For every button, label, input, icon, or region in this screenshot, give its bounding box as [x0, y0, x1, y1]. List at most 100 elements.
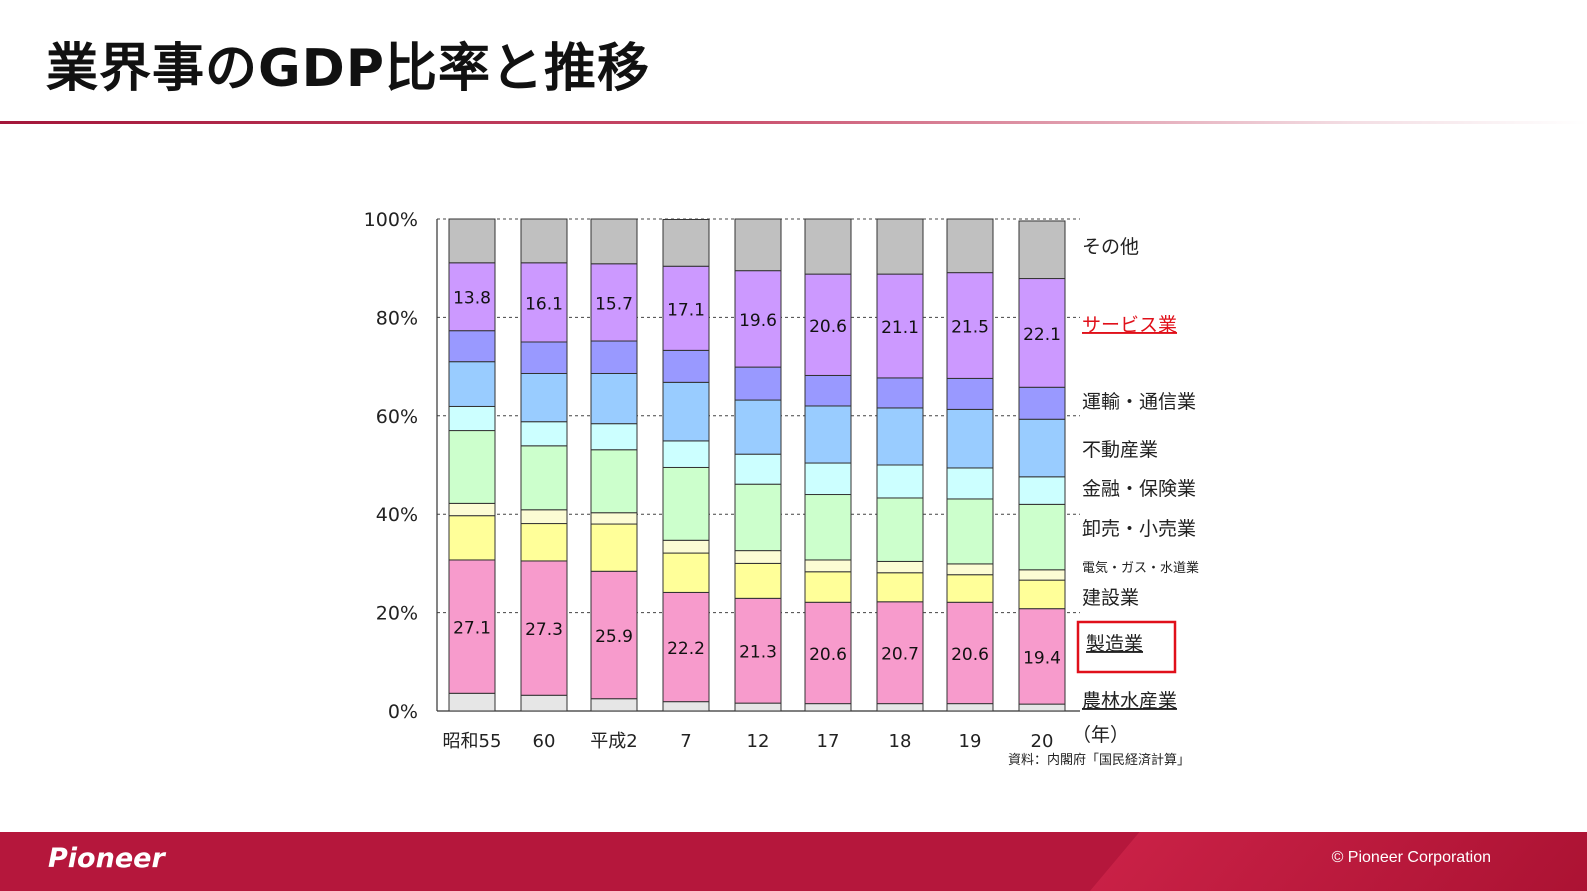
slide-title: 業界事のGDP比率と推移: [46, 39, 650, 99]
bar-segment: [662, 701, 710, 712]
bar-segment: [448, 218, 496, 264]
bar-segment: [1018, 386, 1066, 420]
bar-segment: [662, 539, 710, 554]
bar-segment: [520, 523, 568, 562]
bar-segment: [520, 218, 568, 264]
bar-segment: [804, 703, 852, 712]
data-label: 22.2: [667, 639, 705, 659]
data-label: 27.1: [453, 619, 491, 639]
bar-segment: [946, 563, 994, 576]
x-axis-unit: （年）: [1072, 724, 1129, 746]
bar-segment: [734, 550, 782, 564]
y-tick-label: 60%: [376, 406, 418, 428]
bar-segment: [946, 218, 994, 274]
x-tick-label: 19: [959, 731, 982, 752]
x-tick-label: 18: [889, 731, 912, 752]
bar-segment: [520, 694, 568, 712]
bar-segment: [1018, 278, 1066, 388]
bar-segment: [662, 381, 710, 442]
data-label: 22.1: [1023, 325, 1061, 345]
bar-segment: [804, 405, 852, 464]
x-tick-label: 12: [747, 731, 770, 752]
data-label: 19.6: [739, 311, 777, 331]
title-rule: [0, 121, 1587, 124]
bar-segment: [804, 601, 852, 705]
bar-segment: [662, 265, 710, 351]
copyright-text: © Pioneer Corporation: [1331, 849, 1491, 866]
bar-segment: [876, 464, 924, 499]
bar-segment: [590, 263, 638, 342]
bar-segment: [946, 601, 994, 705]
bar-segment: [1018, 220, 1066, 280]
bar-segment: [946, 703, 994, 712]
bar-segment: [520, 372, 568, 423]
data-label: 20.6: [809, 645, 847, 665]
bar-segment: [734, 562, 782, 599]
bar-segment: [876, 377, 924, 409]
y-tick-label: 20%: [376, 603, 418, 625]
legend-label: 運輸・通信業: [1082, 391, 1196, 413]
bar-segment: [590, 449, 638, 514]
bar-segment: [804, 571, 852, 603]
bar-segment: [876, 601, 924, 705]
bar-segment: [662, 349, 710, 383]
bar-segment: [734, 366, 782, 401]
legend-label: 農林水産業: [1082, 690, 1177, 712]
x-tick-label: 昭和55: [443, 731, 502, 752]
bar-segment: [448, 559, 496, 694]
bar-segment: [590, 523, 638, 572]
bar-segment: [662, 552, 710, 593]
bar-segment: [946, 498, 994, 565]
bar-segment: [804, 218, 852, 275]
bar-segment: [804, 494, 852, 561]
bar-segment: [448, 405, 496, 432]
bar-segment: [734, 483, 782, 552]
data-label: 19.4: [1023, 648, 1061, 668]
bar-segment: [590, 570, 638, 700]
bar-segment: [1018, 608, 1066, 705]
bar-segment: [448, 330, 496, 363]
bar-segment: [590, 423, 638, 451]
pioneer-logo: Pioneer: [48, 843, 165, 874]
bar-segment: [448, 515, 496, 561]
legend-label: 製造業: [1086, 633, 1143, 655]
bar-segment: [1018, 569, 1066, 581]
bar-segment: [1018, 476, 1066, 505]
bar-segment: [804, 273, 852, 376]
source-note: 資料：内閣府「国民経済計算」: [1008, 752, 1190, 768]
bar-segment: [662, 466, 710, 541]
bar-segment: [946, 467, 994, 500]
y-tick-label: 40%: [376, 504, 418, 526]
bar-segment: [946, 272, 994, 379]
bar-segment: [590, 340, 638, 374]
bar-segment: [876, 497, 924, 562]
y-tick-label: 0%: [388, 701, 418, 723]
bar-segment: [734, 453, 782, 485]
bar-segment: [590, 372, 638, 425]
bar-segment: [662, 440, 710, 468]
bar-segment: [448, 692, 496, 712]
bar-segment: [804, 559, 852, 573]
data-label: 21.1: [881, 318, 919, 338]
footer-bar: Pioneer © Pioneer Corporation: [0, 832, 1587, 891]
data-label: 27.3: [525, 620, 563, 640]
bar-segment: [876, 407, 924, 466]
bar-segment: [946, 408, 994, 469]
legend-label: サービス業: [1082, 314, 1177, 336]
bar-segment: [590, 698, 638, 712]
bar-segment: [520, 421, 568, 447]
x-tick-label: 平成2: [590, 731, 637, 752]
bar-segment: [520, 341, 568, 374]
legend-label: 不動産業: [1082, 439, 1158, 461]
legend-label: その他: [1082, 236, 1139, 258]
data-label: 13.8: [453, 289, 491, 309]
bar-segment: [734, 702, 782, 712]
bar-segment: [1018, 503, 1066, 571]
legend-label: 金融・保険業: [1082, 478, 1196, 500]
bar-segment: [1018, 703, 1066, 712]
data-label: 15.7: [595, 294, 633, 314]
bar-segment: [876, 273, 924, 379]
bar-segment: [734, 218, 782, 272]
bar-segment: [876, 572, 924, 603]
x-tick-label: 20: [1031, 731, 1054, 752]
